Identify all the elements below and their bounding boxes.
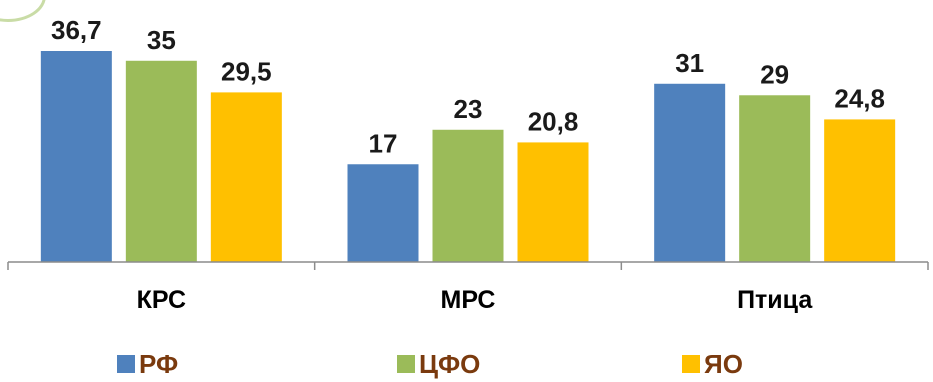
bar-3-2	[739, 95, 811, 263]
legend-swatch-2	[397, 355, 415, 373]
bar-1-3	[210, 92, 282, 262]
bar-2-3	[517, 142, 589, 262]
bar-3-1	[654, 83, 726, 262]
category-label-2: МРС	[441, 286, 496, 314]
value-label-1-1: 36,7	[51, 15, 102, 45]
value-label-2-2: 23	[454, 94, 483, 124]
value-label-3-1: 31	[675, 48, 704, 78]
value-label-1-2: 35	[147, 25, 176, 55]
value-label-3-2: 29	[760, 59, 789, 89]
category-labels-group: КРС МРС Птица	[137, 286, 814, 314]
value-label-3-3: 24,8	[834, 83, 885, 113]
bar-3-3	[824, 119, 896, 262]
category-label-3: Птица	[737, 286, 813, 314]
value-label-2-3: 20,8	[528, 106, 579, 136]
legend-swatch-1	[117, 355, 135, 373]
legend-label-2: ЦФО	[419, 349, 480, 379]
value-label-2-1: 17	[369, 128, 398, 158]
bar-2-2	[432, 129, 504, 262]
value-label-1-3: 29,5	[221, 56, 272, 86]
category-label-1: КРС	[137, 286, 186, 314]
bars-group	[40, 51, 896, 263]
bar-1-1	[40, 51, 112, 262]
legend: РФ ЦФО ЯО	[117, 349, 743, 379]
legend-label-3: ЯО	[704, 349, 743, 379]
bar-1-2	[125, 60, 197, 263]
value-labels-group: 36,7 35 29,5 17 23 20,8 31 29 24,8	[51, 15, 885, 158]
legend-label-1: РФ	[139, 349, 178, 379]
bar-2-1	[347, 164, 419, 262]
legend-swatch-3	[682, 355, 700, 373]
x-axis	[7, 261, 929, 270]
